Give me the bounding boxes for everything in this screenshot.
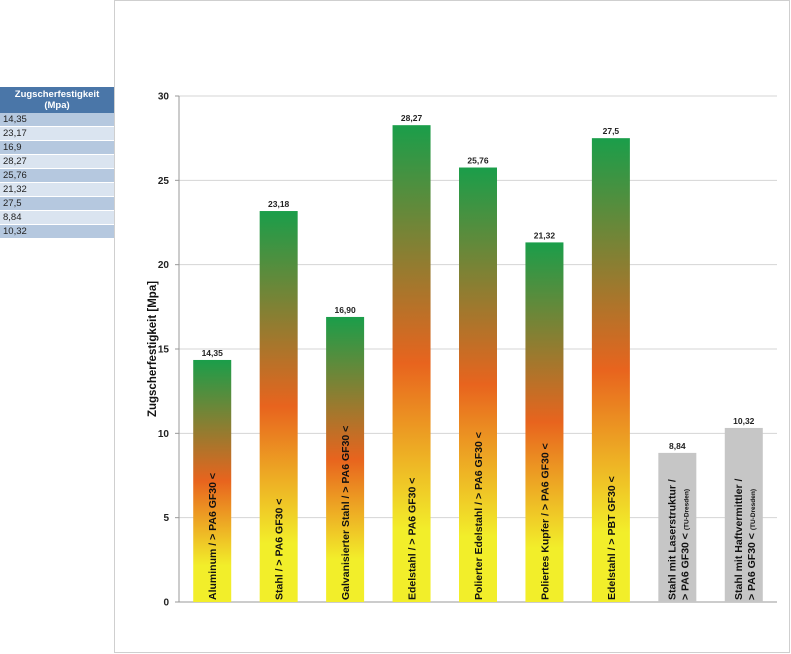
data-label: 28,27 <box>401 113 423 123</box>
table-row: 8,84 <box>0 210 114 225</box>
table-cell: 8,84 <box>0 210 114 225</box>
bar <box>459 167 497 603</box>
category-label: Aluminum / > PA6 GF30 < <box>207 473 219 600</box>
bar <box>525 242 564 603</box>
bar <box>392 125 431 603</box>
table-header: Zugscherfestigkeit (Mpa) <box>0 87 114 113</box>
table-row: 14,35 <box>0 113 114 127</box>
category-label: Poliertes Kupfer / > PA6 GF30 < <box>539 443 551 600</box>
data-label: 14,35 <box>202 348 224 358</box>
table-row: 23,17 <box>0 126 114 141</box>
category-label: Stahl / > PA6 GF30 < <box>274 499 286 600</box>
bar <box>259 211 298 602</box>
data-label: 10,32 <box>733 416 755 426</box>
category-label: Galvanisierter Stahl / > PA6 GF30 < <box>340 426 352 600</box>
table-cell: 10,32 <box>0 224 114 239</box>
bar <box>724 427 763 602</box>
table-cell: 16,9 <box>0 140 114 155</box>
data-label: 25,76 <box>467 156 489 166</box>
category-label: Stahl mit Laserstruktur / <box>666 479 678 600</box>
y-tick-label: 0 <box>163 598 169 609</box>
bar <box>658 452 697 602</box>
y-axis-label: Zugscherfestigkeit [Mpa] <box>147 281 159 417</box>
category-label: Edelstahl / > PBT GF30 < <box>606 476 618 600</box>
y-tick-label: 30 <box>158 92 170 103</box>
table-cell: 25,76 <box>0 168 114 183</box>
table-row: 25,76 <box>0 168 114 183</box>
y-tick-label: 10 <box>158 429 170 440</box>
table-row: 10,32 <box>0 224 114 239</box>
table-cell: 21,32 <box>0 182 114 197</box>
table-row: 27,5 <box>0 196 114 211</box>
category-label: Stahl mit Haftvermittler / <box>733 479 745 600</box>
category-sublabel: (TU-Dresden) <box>683 489 690 530</box>
data-label: 16,90 <box>334 305 356 315</box>
data-label: 23,18 <box>268 199 290 209</box>
category-label: Polierter Edelstahl / > PA6 GF30 < <box>473 432 485 600</box>
data-label: 21,32 <box>534 230 556 240</box>
table-cell: 28,27 <box>0 154 114 169</box>
chart-area: 0 5 10 15 20 25 30 Zugscherfestigkeit [Mpa] 14,3… <box>114 0 790 653</box>
table-row: 16,9 <box>0 140 114 155</box>
y-tick-label: 20 <box>158 260 170 271</box>
table-cell: 23,17 <box>0 126 114 141</box>
category-label: Edelstahl / > PA6 GF30 < <box>407 478 419 600</box>
data-label: 27,5 <box>603 126 620 136</box>
bar <box>326 316 365 602</box>
category-sublabel: (TU-Dresden) <box>750 489 757 530</box>
y-tick-label: 25 <box>158 176 170 187</box>
table-row: 21,32 <box>0 182 114 197</box>
table-cell: 14,35 <box>0 113 114 127</box>
y-tick-label: 15 <box>158 345 170 356</box>
data-label: 8,84 <box>669 441 686 451</box>
bar-chart: 0 5 10 15 20 25 30 Zugscherfestigkeit [Mpa] 14,3… <box>147 92 777 609</box>
table-cell: 27,5 <box>0 196 114 211</box>
table-row: 28,27 <box>0 154 114 169</box>
bar <box>193 359 232 602</box>
y-tick-label: 5 <box>163 513 169 524</box>
data-table: Zugscherfestigkeit (Mpa) 14,35 23,17 16,9 28… <box>0 87 114 239</box>
bar <box>591 138 630 602</box>
